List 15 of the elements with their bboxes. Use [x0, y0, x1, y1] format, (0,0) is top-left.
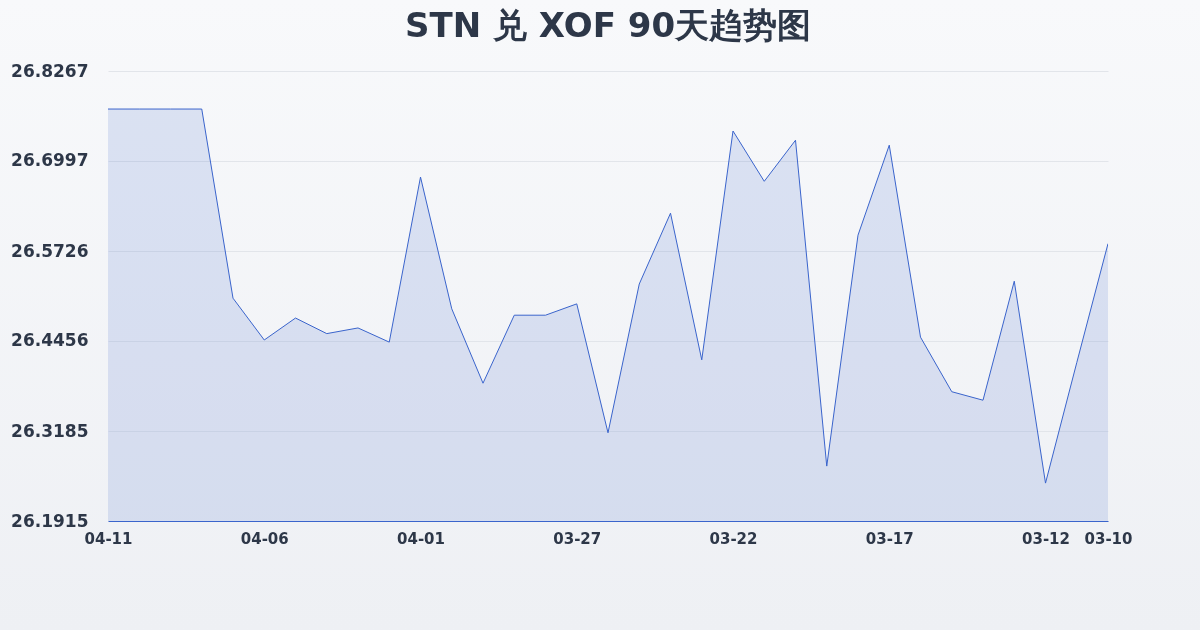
x-tick-label: 04-11: [84, 529, 133, 548]
x-tick-label: 04-06: [240, 529, 289, 548]
x-tick-label: 03-10: [1084, 529, 1133, 548]
y-tick-label: 26.5726: [11, 240, 89, 261]
y-tick-label: 26.4456: [11, 330, 89, 351]
x-tick-label: 03-27: [553, 529, 602, 548]
x-tick-label: 03-12: [1022, 529, 1070, 548]
y-tick-label: 26.6997: [11, 150, 89, 171]
x-tick-label: 03-17: [865, 529, 914, 548]
x-tick-label: 04-01: [397, 529, 445, 548]
y-tick-label: 26.8267: [11, 60, 89, 81]
y-tick-label: 26.3185: [11, 420, 89, 441]
y-tick-label: 26.1915: [11, 510, 89, 531]
x-tick-label: 03-22: [709, 529, 758, 548]
chart-title: STN 兑 XOF 90天趋势图: [404, 5, 812, 45]
